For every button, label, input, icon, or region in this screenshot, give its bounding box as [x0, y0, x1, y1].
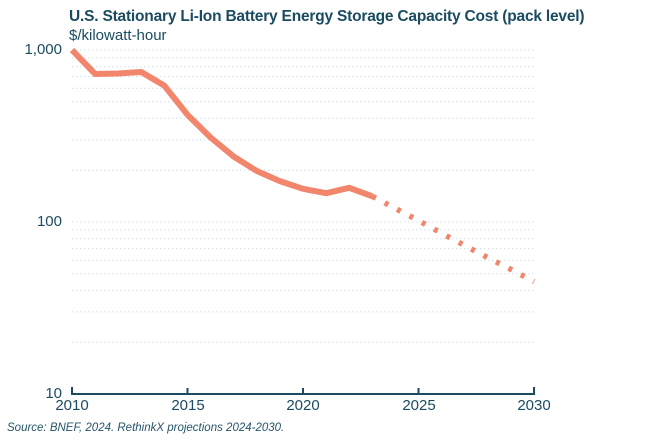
gridlines	[72, 49, 534, 343]
y-axis-tick-label: 10	[45, 385, 62, 402]
y-axis-tick-label: 100	[36, 213, 62, 230]
x-axis-tick-label: 2010	[55, 397, 89, 414]
source-note: Source: BNEF, 2024. RethinkX projections…	[7, 422, 285, 434]
y-axis-tick-label: 1,000	[24, 41, 62, 58]
x-axis-tick-label: 2025	[402, 397, 436, 414]
x-axis-line	[71, 387, 535, 395]
x-axis-tick-label: 2030	[517, 397, 551, 414]
chart-units-label: $/kilowatt-hour	[69, 27, 167, 44]
x-axis-tick-label: 2015	[171, 397, 205, 414]
historical-line	[69, 47, 374, 200]
chart-title: U.S. Stationary Li-Ion Battery Energy St…	[69, 8, 585, 25]
projection-line	[371, 193, 536, 285]
x-axis-tick-label: 2020	[286, 397, 320, 414]
